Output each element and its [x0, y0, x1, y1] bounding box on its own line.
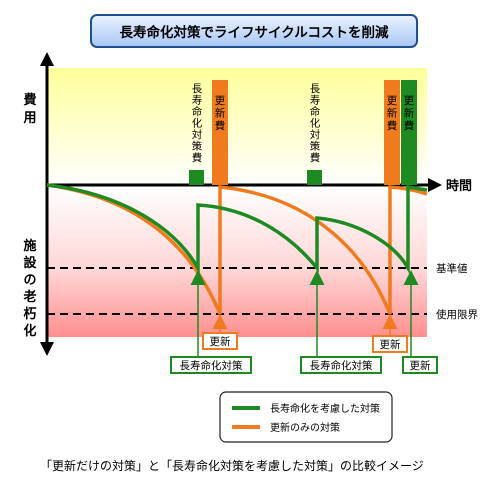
life-extension-cost-label-1-char: 費: [192, 151, 203, 164]
life-extension-cost-label-2-char: 命: [310, 105, 321, 118]
renewal-box-3-label: 更新: [410, 359, 431, 372]
life-extension-cost-label-2-char: 化: [310, 117, 321, 130]
green-lifeextension-curve: [46, 183, 428, 275]
renewal-cost-label-1-char: 新: [215, 107, 226, 120]
life-extension-cost-label-1-char: 策: [192, 140, 203, 153]
renewal-box-1-label: 更新: [210, 335, 231, 348]
life-extension-cost-label-1-char: 対: [192, 128, 203, 141]
time-axis-arrow: [428, 178, 442, 192]
aging-axis-label-char: 化: [23, 323, 36, 339]
renewal-box-3: [402, 356, 438, 374]
aging-axis-label-char: の: [23, 273, 36, 288]
life-extension-cost-label-1-char: 長: [192, 83, 203, 95]
aging-axis-label-char: 朽: [23, 306, 36, 322]
life-extension-bar-2: [307, 170, 322, 185]
renewal-bar-2: [384, 80, 400, 185]
legend-box: [219, 391, 393, 443]
cost-axis-label-char-2: 用: [22, 111, 36, 126]
renewal-cost-label-3: 更新費: [404, 95, 415, 132]
life-extension-box-1-label: 長寿命化対策: [180, 359, 243, 372]
life-extension-cost-label-2-char: 対: [310, 128, 321, 141]
life-extension-cost-label-2-char: 策: [310, 140, 321, 153]
vertical-axis-bottom-arrow: [40, 342, 54, 356]
life-extension-cost-label-2-char: 寿: [310, 94, 321, 107]
life-extension-cost-label-1-char: 寿: [192, 94, 203, 107]
life-extension-cost-label-1-char: 化: [192, 117, 203, 130]
renewal-box-2: [372, 335, 408, 353]
renewal-cost-label-3-char: 新: [404, 107, 415, 120]
renewal-cost-label-2-char: 新: [387, 107, 398, 120]
limit-label: 使用限界: [436, 308, 478, 321]
life-extension-cost-label-2-char: 費: [310, 151, 321, 164]
title-text: 長寿命化対策でライフサイクルコストを削減: [119, 25, 389, 41]
life-extension-cost-label-2-char: 長: [310, 83, 321, 95]
aging-axis-label-char: 老: [22, 289, 36, 305]
renewal-cost-label-2-char: 費: [387, 119, 398, 132]
life-extension-box-2: [300, 356, 382, 374]
standard-label: 基準値: [436, 262, 468, 275]
title-banner: 長寿命化対策でライフサイクルコストを削減: [90, 14, 418, 48]
life-extension-box-1: [170, 356, 252, 374]
orange-renewal-curve: [46, 183, 428, 315]
aging-axis-label-char: 施: [23, 238, 36, 254]
aging-axis-label-char: 設: [23, 255, 37, 271]
renewal-box-1: [202, 332, 238, 350]
renewal-box-2-label: 更新: [380, 338, 401, 351]
cost-zone: [47, 68, 427, 185]
renewal-cost-label-3-char: 更: [404, 95, 415, 107]
renewal-cost-label-2: 更新費: [387, 95, 398, 132]
life-extension-box-2-label: 長寿命化対策: [310, 359, 373, 372]
legend-green-label: 長寿命化を考慮した対策: [270, 402, 380, 415]
time-axis-label: 時間: [446, 178, 472, 194]
life-extension-bar-1: [189, 170, 204, 185]
legend-orange-label: 更新のみの対策: [270, 421, 340, 434]
renewal-cost-label-2-char: 更: [387, 95, 398, 107]
renewal-cost-label-1: 更新費: [215, 95, 226, 132]
vertical-axis-top-arrow: [40, 52, 54, 66]
cost-axis-label-char-1: 費: [23, 92, 36, 108]
renewal-bar-1: [212, 80, 228, 185]
life-extension-cost-label-1-char: 命: [192, 105, 203, 118]
caption: 「更新だけの対策」と「長寿命化対策を考慮した対策」の比較イメージ: [40, 459, 424, 473]
renewal-cost-label-1-char: 費: [215, 119, 226, 132]
renewal-bar-3: [401, 80, 417, 185]
renewal-cost-label-1-char: 更: [215, 95, 226, 107]
renewal-cost-label-3-char: 費: [404, 119, 415, 132]
